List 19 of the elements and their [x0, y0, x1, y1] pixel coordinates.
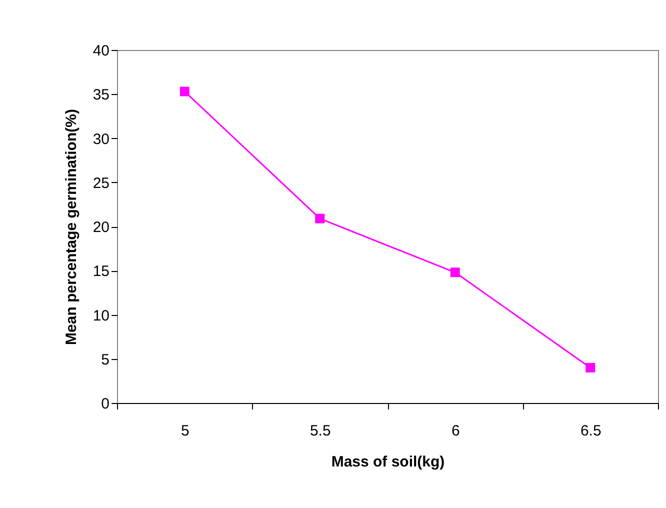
- y-tick-label: 5: [101, 351, 110, 368]
- x-axis-title: Mass of soil(kg): [331, 454, 445, 470]
- y-tick-label: 40: [92, 42, 110, 60]
- y-tick-label: 35: [92, 86, 110, 104]
- y-tick-label: 0: [101, 396, 110, 412]
- x-tick-label: 6: [451, 422, 460, 440]
- x-tick-label: 5.5: [310, 422, 331, 440]
- point: [180, 86, 190, 96]
- x-tick-label: 5: [180, 422, 190, 440]
- point: [586, 362, 596, 372]
- point: [315, 214, 325, 224]
- y-tick-label: 20: [92, 219, 110, 236]
- y-tick-label: 15: [92, 263, 110, 280]
- y-tick-label: 10: [92, 307, 110, 324]
- y-tick-label: 25: [92, 174, 110, 192]
- y-axis-title: Mean percentage germination(%): [62, 109, 80, 345]
- point: [450, 268, 460, 278]
- y-tick-label: 30: [92, 130, 110, 148]
- x-tick-label: 6.5: [580, 422, 602, 440]
